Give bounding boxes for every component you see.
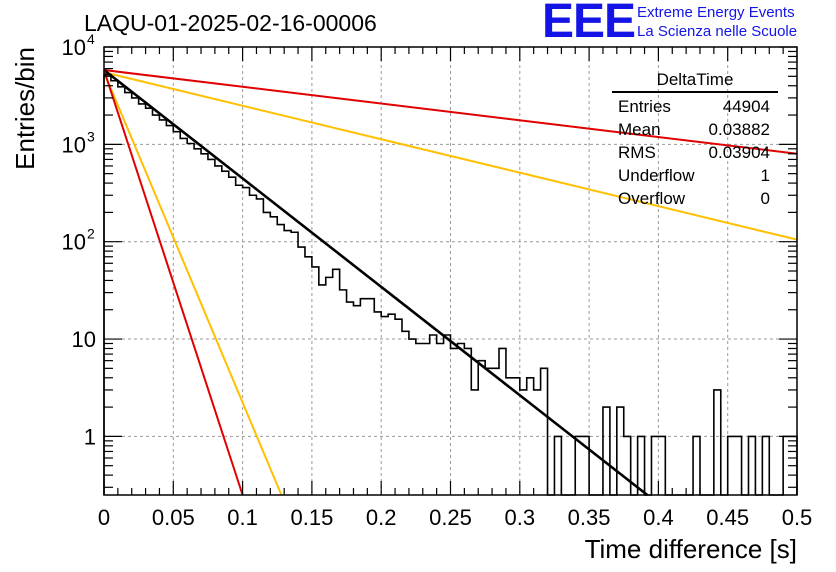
x-axis: 0 0.05 0.1 0.15 0.2 0.25 0.3 0.35 0.4 0.45 0.5 [98,47,812,530]
curves [103,69,798,497]
y-tick-label: 10 [62,35,86,60]
stats-value: 44904 [722,97,770,116]
logo-mark: EEE [542,0,636,48]
x-axis-label: Time difference [s] [585,534,797,564]
stats-label: RMS [618,143,656,162]
y-tick-exponent: 2 [87,226,95,242]
x-tick-label: 0.05 [152,505,195,530]
y-tick-exponent: 3 [87,128,95,144]
chart-title: LAQU-01-2025-02-16-00006 [84,10,377,36]
x-tick-label: 0.45 [706,505,749,530]
stats-value: 0 [760,189,770,208]
stats-label: Mean [618,120,661,139]
y-tick-label: 10 [72,327,96,352]
logo-line-2: La Scienza nelle Scuole [637,23,798,40]
black-fit-curve [103,69,649,497]
yellow-fit-curve [103,71,798,241]
x-tick-label: 0 [98,505,110,530]
stats-label: Entries [618,97,671,116]
stats-title: DeltaTime [612,70,778,93]
x-tick-label: 0.25 [429,505,472,530]
x-tick-label: 0.4 [643,505,674,530]
stats-row: Mean 0.03882 [612,118,778,141]
stats-box: DeltaTime Entries 44904 Mean 0.03882 RMS 0.03… [612,70,778,210]
stats-value: 1 [760,166,770,185]
red-fit-curve [103,69,798,155]
stats-rows: Entries 44904 Mean 0.03882 RMS 0.03904 Underfl… [612,95,778,210]
stats-value: 0.03904 [708,143,770,162]
stats-label: Overflow [618,189,686,208]
stats-value: 0.03882 [708,120,770,139]
logo-line-1: Extreme Energy Events [637,4,795,21]
y-tick-exponent: 4 [87,31,95,47]
y-tick-label: 10 [62,132,86,157]
y-tick-label: 10 [62,230,86,255]
x-tick-label: 0.1 [227,505,258,530]
stats-row: RMS 0.03904 [612,141,778,164]
x-tick-label: 0.3 [505,505,536,530]
x-tick-label: 0.5 [782,505,813,530]
y-axis-label: Entries/bin [10,47,40,170]
x-tick-label: 0.35 [568,505,611,530]
x-tick-label: 0.15 [290,505,333,530]
stats-row: Entries 44904 [612,95,778,118]
x-tick-label: 0.2 [366,505,397,530]
yellow-fit-curve [103,71,283,496]
stats-row: Underflow 1 [612,164,778,187]
y-tick-label: 1 [84,424,96,449]
stats-label: Underflow [618,166,695,185]
red-fit-curve [103,69,244,496]
stats-row: Overflow 0 [612,187,778,210]
